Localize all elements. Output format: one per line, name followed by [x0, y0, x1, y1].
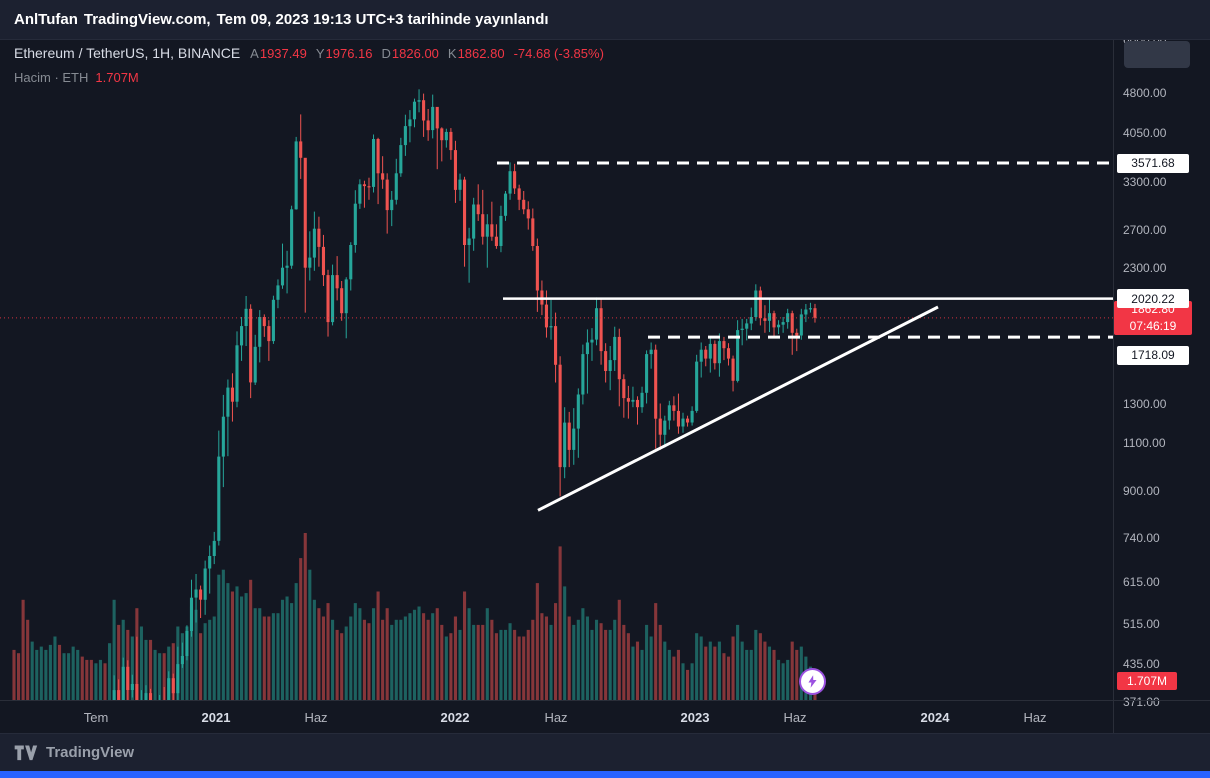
price-level-label: 1718.09 [1117, 345, 1189, 365]
price-axis-tick: 1300.00 [1123, 396, 1167, 411]
price-axis-tick: 900.00 [1123, 484, 1160, 498]
time-axis-label: Haz [304, 710, 328, 725]
price-axis-tick: 2700.00 [1123, 222, 1167, 237]
bottom-accent-strip [0, 771, 1210, 778]
price-axis-tick: 3300.00 [1123, 174, 1167, 189]
volume-label: Hacim · ETH [14, 70, 89, 85]
time-axis-label: 2024 [920, 710, 950, 725]
chart-legend: Ethereum / TetherUS, 1H, BINANCE A1937.4… [14, 45, 604, 85]
high-value: Y1976.16 [315, 46, 373, 61]
symbol-legend-row[interactable]: Ethereum / TetherUS, 1H, BINANCE A1937.4… [14, 45, 604, 65]
ohlc-values: A1937.49 Y1976.16 D1826.00 K1862.80 -74.… [250, 45, 604, 63]
volume-legend-row[interactable]: Hacim · ETH 1.707M [14, 70, 604, 85]
publish-date: Tem 09, 2023 19:13 UTC+3 tarihinde yayın… [216, 11, 549, 28]
footer-bar: TradingView [0, 733, 1210, 771]
bar-close-countdown: 07:46:19 [1129, 318, 1177, 333]
price-axis-tick: 1100.00 [1123, 436, 1166, 451]
price-axis-tick: 435.00 [1123, 657, 1160, 672]
time-axis-label: Tem [83, 710, 109, 725]
low-value: D1826.00 [381, 46, 439, 61]
symbol-title[interactable]: Ethereum / TetherUS, 1H, BINANCE [14, 45, 241, 61]
close-value: K1862.80 [447, 46, 505, 61]
price-axis-tick: 615.00 [1123, 574, 1160, 589]
publish-bar: AnlTufan TradingView.com, Tem 09, 2023 1… [0, 0, 1210, 40]
volume-axis-badge: 1.707M [1117, 672, 1177, 690]
boost-lightning-icon[interactable] [799, 668, 826, 695]
author-name[interactable]: AnlTufan [14, 11, 78, 28]
price-axis-tick: 515.00 [1123, 616, 1160, 631]
footer-brand[interactable]: TradingView [46, 744, 135, 761]
open-value: A1937.49 [250, 46, 307, 61]
time-axis[interactable]: Tem 2021 Haz 2022 Haz 2023 Haz 2024 Haz [0, 700, 1210, 733]
chart-area[interactable]: Ethereum / TetherUS, 1H, BINANCE A1937.4… [0, 40, 1113, 700]
price-chart-canvas[interactable] [0, 40, 1113, 700]
price-axis-tick: 4050.00 [1123, 126, 1167, 141]
site-link[interactable]: TradingView.com, [83, 11, 211, 28]
price-axis[interactable]: 6000.004800.004050.003300.002700.002300.… [1113, 40, 1210, 733]
price-level-label: 2020.22 [1117, 289, 1189, 309]
time-axis-label: 2023 [680, 710, 710, 725]
volume-value: 1.707M [95, 70, 139, 85]
price-level-label: 3571.68 [1117, 153, 1189, 173]
axis-corner-button[interactable] [1124, 41, 1190, 68]
time-axis-label: Haz [1023, 710, 1047, 725]
tradingview-logo[interactable] [13, 742, 38, 764]
price-axis-tick: 4800.00 [1123, 85, 1167, 100]
lightning-bolt-icon [808, 675, 817, 688]
time-axis-label: Haz [783, 710, 807, 725]
price-axis-tick: 740.00 [1123, 530, 1160, 545]
time-axis-label: Haz [544, 710, 568, 725]
price-axis-tick: 2300.00 [1123, 260, 1167, 275]
time-axis-label: 2021 [201, 710, 231, 725]
time-axis-label: 2022 [440, 710, 470, 725]
change-value: -74.68 (-3.85%) [513, 46, 604, 61]
price-axis-ticks: 6000.004800.004050.003300.002700.002300.… [1114, 40, 1210, 706]
